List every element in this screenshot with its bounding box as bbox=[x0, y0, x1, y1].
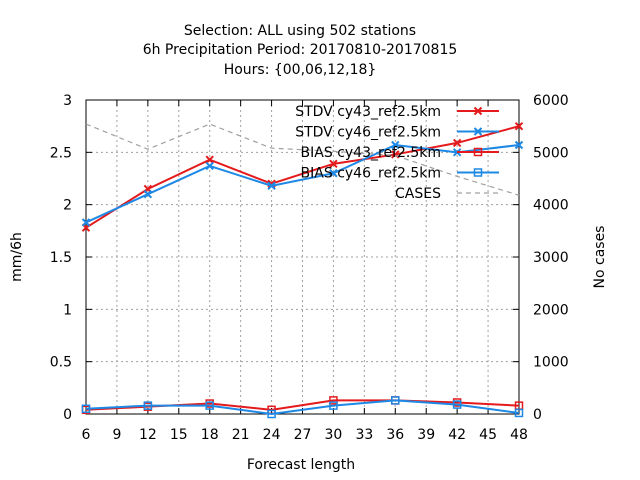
series-line bbox=[85, 143, 520, 224]
data-point bbox=[514, 121, 524, 131]
x-tick-label: 30 bbox=[325, 427, 343, 443]
y-tick-label: 2.5 bbox=[50, 145, 72, 161]
title-line-3: Hours: {00,06,12,18} bbox=[224, 62, 377, 78]
y2-tick-label: 2000 bbox=[533, 302, 569, 318]
x-tick-label: 6 bbox=[82, 427, 91, 443]
data-point bbox=[514, 408, 524, 418]
data-point bbox=[329, 169, 338, 178]
x-tick-label: 15 bbox=[170, 427, 188, 443]
x-tick-label: 42 bbox=[448, 427, 466, 443]
chart-title: Selection: ALL using 502 stations 6h Pre… bbox=[143, 23, 458, 78]
y-tick-label: 1 bbox=[63, 302, 72, 318]
data-point bbox=[143, 401, 153, 410]
y-tick-label: 0.5 bbox=[50, 355, 72, 371]
y2-tick-label: 1000 bbox=[533, 355, 569, 371]
series-3 bbox=[81, 396, 524, 419]
legend-marker bbox=[473, 127, 483, 136]
series-line bbox=[85, 125, 520, 229]
legend-entry: CASES bbox=[395, 186, 499, 202]
series-line bbox=[85, 123, 520, 196]
x-tick-label: 18 bbox=[201, 427, 219, 443]
legend-entry: STDV cy43_ref2.5km bbox=[295, 104, 499, 120]
legend-marker bbox=[473, 168, 483, 177]
x-tick-label: 33 bbox=[355, 427, 373, 443]
axes: 6 9 12 15 18 21 24 27 30 33 36 39 42 45 4800.511.522.5… bbox=[50, 93, 569, 443]
legend-label: STDV cy46_ref2.5km bbox=[295, 125, 441, 141]
data-point bbox=[391, 140, 400, 150]
data-point bbox=[329, 159, 338, 169]
x-tick-label: 48 bbox=[510, 427, 528, 443]
y-tick-label: 1.5 bbox=[50, 250, 72, 266]
data-point bbox=[205, 155, 214, 164]
y2-tick-label: 4000 bbox=[533, 198, 569, 214]
legend-marker bbox=[473, 147, 483, 157]
data-point bbox=[267, 181, 276, 191]
data-point bbox=[329, 396, 338, 405]
x-tick-label: 45 bbox=[479, 427, 497, 443]
data-point bbox=[391, 396, 400, 405]
y2-tick-label: 5000 bbox=[533, 145, 569, 161]
legend-label: CASES bbox=[395, 186, 441, 202]
legend-label: STDV cy43_ref2.5km bbox=[295, 104, 441, 120]
y-tick-label: 0 bbox=[63, 407, 72, 423]
grid bbox=[86, 100, 519, 414]
y2-tick-label: 6000 bbox=[533, 93, 569, 109]
x-tick-label: 9 bbox=[112, 427, 121, 443]
x-tick-label: 39 bbox=[417, 427, 435, 443]
x-tick-label: 36 bbox=[386, 427, 404, 443]
series-line bbox=[85, 399, 520, 416]
title-line-2: 6h Precipitation Period: 20170810-201708… bbox=[143, 42, 458, 58]
y2-tick-label: 3000 bbox=[533, 250, 569, 266]
x-tick-label: 24 bbox=[263, 427, 281, 443]
y2-tick-label: 0 bbox=[533, 407, 542, 423]
data-point bbox=[267, 409, 276, 419]
series-lines bbox=[81, 121, 524, 419]
data-point bbox=[205, 401, 214, 410]
x-axis-title: Forecast length bbox=[247, 457, 355, 473]
series-4 bbox=[85, 123, 520, 196]
y-axis-title: mm/6h bbox=[9, 232, 25, 282]
data-point bbox=[81, 218, 91, 227]
legend: STDV cy43_ref2.5km STDV cy46_ref2.5km BIAS… bbox=[295, 104, 499, 202]
legend-label: BIAS cy43_ref2.5km bbox=[301, 145, 441, 161]
legend-marker bbox=[473, 106, 483, 116]
data-point bbox=[514, 140, 524, 150]
y2-axis-title: No cases bbox=[592, 226, 608, 289]
legend-entry: BIAS cy46_ref2.5km bbox=[301, 166, 499, 182]
data-point bbox=[329, 401, 338, 410]
y-tick-label: 2 bbox=[63, 198, 72, 214]
data-point bbox=[452, 400, 462, 409]
legend-entry: STDV cy46_ref2.5km bbox=[295, 125, 499, 141]
legend-label: BIAS cy46_ref2.5km bbox=[301, 166, 441, 182]
data-point bbox=[452, 138, 462, 148]
legend-entry: BIAS cy43_ref2.5km bbox=[301, 145, 499, 161]
data-point bbox=[143, 189, 153, 199]
series-1 bbox=[81, 140, 524, 227]
x-tick-label: 12 bbox=[139, 427, 157, 443]
data-point bbox=[81, 404, 91, 414]
x-tick-label: 21 bbox=[232, 427, 250, 443]
data-point bbox=[205, 161, 214, 171]
x-tick-label: 27 bbox=[294, 427, 312, 443]
title-line-1: Selection: ALL using 502 stations bbox=[184, 23, 416, 39]
y-tick-label: 3 bbox=[63, 93, 72, 109]
